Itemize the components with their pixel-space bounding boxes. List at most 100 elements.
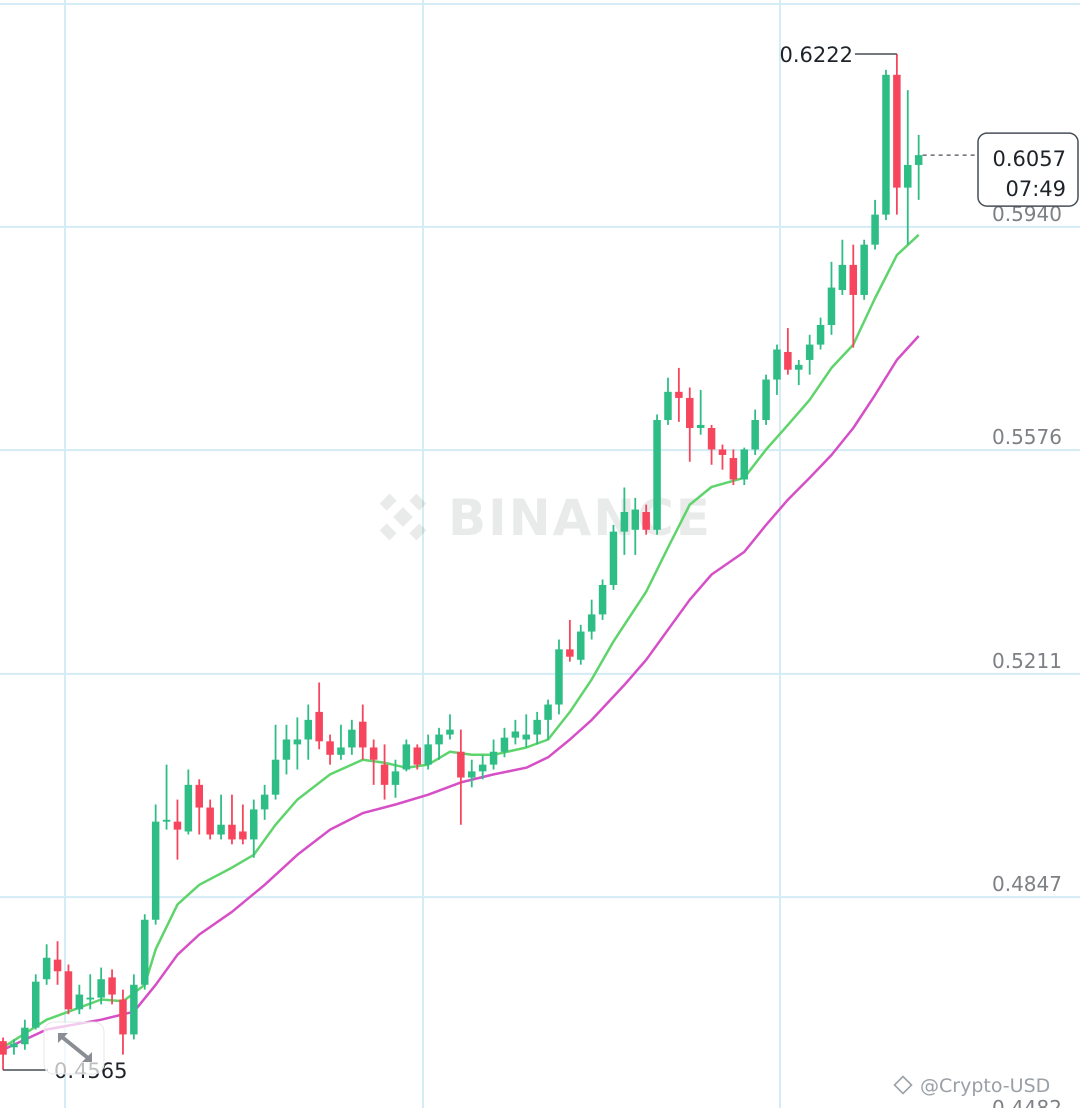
candle-body bbox=[598, 584, 607, 615]
candle-body bbox=[239, 831, 247, 840]
candle-body bbox=[468, 771, 476, 778]
candle-body bbox=[359, 721, 367, 748]
candle-body bbox=[718, 449, 727, 455]
current-price-box bbox=[977, 132, 1079, 207]
candle-body bbox=[631, 509, 640, 530]
expand-button[interactable] bbox=[43, 1021, 105, 1075]
y-tick-label: 0.4482 bbox=[992, 1096, 1062, 1108]
candle-body bbox=[348, 729, 356, 748]
candle-body bbox=[609, 531, 618, 585]
candle-body bbox=[206, 807, 214, 835]
candle-body bbox=[489, 751, 498, 765]
candle-body bbox=[816, 324, 825, 345]
candle-body bbox=[250, 809, 258, 840]
plot-area: 0.59400.55760.52110.48470.44820.62220.45… bbox=[0, 43, 1080, 1108]
candle-body bbox=[10, 1043, 18, 1048]
credit-logo bbox=[893, 1075, 913, 1095]
candle-body bbox=[119, 999, 127, 1035]
candle-body bbox=[64, 971, 73, 1010]
candle-body bbox=[32, 981, 40, 1028]
candle-body bbox=[838, 264, 847, 291]
candle-body bbox=[130, 984, 138, 1035]
candle-body bbox=[707, 427, 716, 450]
candle-body bbox=[533, 719, 541, 735]
candle-body bbox=[21, 1027, 29, 1045]
candle-body bbox=[511, 731, 520, 738]
candle-body bbox=[795, 364, 803, 370]
expand-icon bbox=[58, 1033, 92, 1062]
candle-body bbox=[151, 821, 160, 920]
candle-body bbox=[315, 711, 323, 742]
credit-text: @Crypto-USD bbox=[920, 1075, 1050, 1097]
candle-body bbox=[173, 821, 182, 830]
candle-body bbox=[696, 424, 705, 428]
candle-body bbox=[805, 344, 814, 360]
candle-body bbox=[882, 74, 890, 215]
candle-body bbox=[740, 449, 749, 480]
candle-body bbox=[413, 747, 422, 765]
watermark-text: BINANCE bbox=[448, 489, 712, 547]
candle-body bbox=[784, 351, 792, 370]
credit: @Crypto-USD bbox=[893, 1075, 1050, 1097]
current-price: 0.6057 bbox=[993, 147, 1066, 171]
candle-body bbox=[293, 739, 302, 745]
candle-body bbox=[544, 704, 552, 720]
candle-body bbox=[435, 734, 443, 745]
candle-body bbox=[108, 977, 116, 995]
countdown: 07:49 bbox=[1005, 177, 1066, 201]
candle-body bbox=[664, 391, 672, 421]
candle-body bbox=[260, 794, 269, 810]
candle-body bbox=[849, 264, 858, 295]
candle-body bbox=[217, 824, 225, 835]
y-tick-label: 0.4847 bbox=[992, 872, 1062, 896]
candle-body bbox=[675, 391, 683, 398]
candle-body bbox=[369, 747, 378, 760]
candle-body bbox=[904, 164, 912, 188]
candle-body bbox=[446, 729, 454, 735]
candle-body bbox=[827, 287, 836, 325]
candle-body bbox=[380, 764, 389, 785]
candle-body bbox=[522, 734, 531, 740]
candle-body bbox=[53, 959, 62, 972]
candle-body bbox=[97, 979, 105, 998]
candle-body bbox=[860, 244, 868, 295]
candle-body bbox=[587, 614, 596, 632]
candle-body bbox=[871, 214, 879, 245]
candle-body bbox=[566, 649, 574, 657]
candle-body bbox=[0, 1041, 7, 1055]
candle-body bbox=[42, 957, 51, 980]
y-tick-label: 0.5576 bbox=[992, 425, 1062, 449]
candle-body bbox=[751, 420, 759, 450]
candle-body bbox=[729, 458, 738, 480]
candle-body bbox=[478, 764, 487, 772]
candle-body bbox=[228, 824, 236, 840]
candle-body bbox=[686, 397, 694, 428]
y-tick-label: 0.5211 bbox=[992, 649, 1062, 673]
candle-body bbox=[337, 747, 345, 755]
candle-body bbox=[773, 349, 781, 380]
candle-body bbox=[914, 155, 923, 165]
candle-body bbox=[162, 819, 171, 822]
candle-body bbox=[75, 994, 84, 1010]
candle-body bbox=[271, 759, 280, 795]
candle-body bbox=[642, 511, 650, 530]
expand-icon bbox=[60, 1035, 90, 1060]
candle-body bbox=[893, 74, 901, 188]
watermark: BINANCE bbox=[379, 489, 712, 547]
candle-body bbox=[555, 649, 563, 705]
candle-body bbox=[141, 919, 149, 985]
candle-body bbox=[195, 784, 204, 808]
moving-average-line bbox=[2, 335, 920, 1051]
candle-body bbox=[577, 631, 585, 660]
candle-body bbox=[500, 737, 509, 752]
candle-body bbox=[391, 771, 400, 785]
candle-body bbox=[762, 379, 770, 421]
candle-body bbox=[184, 784, 193, 832]
candle-body bbox=[86, 997, 95, 1000]
moving-average-line bbox=[2, 233, 920, 1049]
candle-body bbox=[304, 719, 313, 740]
candle-body bbox=[424, 744, 432, 765]
candle-body bbox=[620, 511, 629, 532]
